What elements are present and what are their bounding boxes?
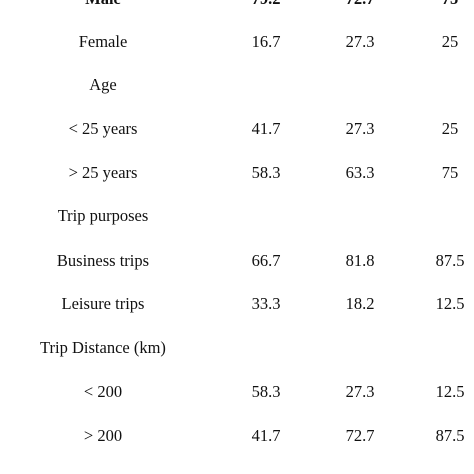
table-section-heading: Age bbox=[0, 71, 474, 99]
cell-col-3: 87.5 bbox=[435, 426, 465, 445]
row-label: > 25 years bbox=[68, 163, 138, 182]
row-label: < 25 years bbox=[68, 119, 138, 138]
cell-col-3: 25 bbox=[441, 119, 459, 138]
cell-col-1: 41.7 bbox=[251, 119, 281, 138]
cell-col-1: 41.7 bbox=[251, 426, 281, 445]
table-row-clipped: Male 79.2 72.7 75 bbox=[0, 0, 474, 13]
cell-col-3: 25 bbox=[441, 32, 459, 51]
cell-col-2: 27.3 bbox=[345, 382, 375, 401]
cell-col-2: 63.3 bbox=[345, 163, 375, 182]
row-label: < 200 bbox=[83, 382, 123, 401]
cell-col-1: 16.7 bbox=[251, 32, 281, 51]
cell-col-1: 79.2 bbox=[236, 0, 296, 13]
section-label: Age bbox=[89, 75, 117, 94]
table-row: > 200 41.7 72.7 87.5 bbox=[0, 422, 474, 450]
cell-col-3: 75 bbox=[420, 0, 474, 13]
cell-col-1: 33.3 bbox=[251, 294, 281, 313]
cell-col-2: 18.2 bbox=[345, 294, 375, 313]
cell-col-3: 75 bbox=[441, 163, 459, 182]
row-label: Male bbox=[0, 0, 206, 13]
cell-col-3: 12.5 bbox=[435, 294, 465, 313]
cell-col-2: 81.8 bbox=[345, 251, 375, 270]
row-label: Business trips bbox=[56, 251, 150, 270]
cell-col-3: 12.5 bbox=[435, 382, 465, 401]
table-section-heading: Trip purposes bbox=[0, 202, 474, 230]
table-row: < 25 years 41.7 27.3 25 bbox=[0, 115, 474, 143]
section-label: Trip Distance (km) bbox=[40, 338, 166, 357]
cell-col-2: 27.3 bbox=[345, 119, 375, 138]
cell-col-3: 87.5 bbox=[435, 251, 465, 270]
row-label: Female bbox=[78, 32, 128, 51]
table-row: Business trips 66.7 81.8 87.5 bbox=[0, 247, 474, 275]
row-label: > 200 bbox=[83, 426, 123, 445]
cell-col-1: 58.3 bbox=[251, 163, 281, 182]
table-row: Leisure trips 33.3 18.2 12.5 bbox=[0, 290, 474, 318]
cell-col-1: 66.7 bbox=[251, 251, 281, 270]
table-row: > 25 years 58.3 63.3 75 bbox=[0, 159, 474, 187]
cell-col-1: 58.3 bbox=[251, 382, 281, 401]
cell-col-2: 72.7 bbox=[330, 0, 390, 13]
table-row: < 200 58.3 27.3 12.5 bbox=[0, 378, 474, 406]
cell-col-2: 72.7 bbox=[345, 426, 375, 445]
cell-col-2: 27.3 bbox=[345, 32, 375, 51]
table-row: Female 16.7 27.3 25 bbox=[0, 28, 474, 56]
table-section-heading: Trip Distance (km) bbox=[0, 334, 474, 362]
section-label: Trip purposes bbox=[57, 206, 149, 225]
row-label: Leisure trips bbox=[61, 294, 145, 313]
